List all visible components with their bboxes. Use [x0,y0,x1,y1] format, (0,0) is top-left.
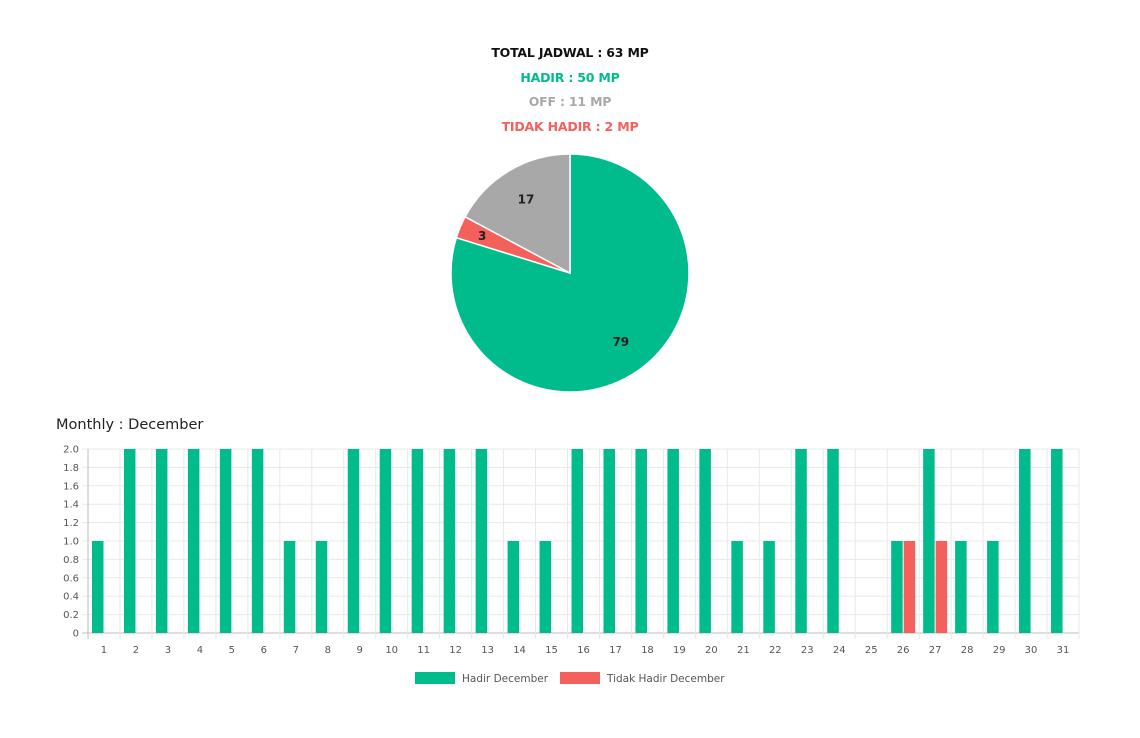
x-tick-label: 18 [641,645,654,656]
y-tick-label: 1.4 [63,500,79,511]
y-tick-label: 1.8 [63,463,79,474]
attendance-pie-chart: 79 3 17 [450,153,690,393]
bar-hadir-day-27 [923,449,935,633]
x-tick-label: 29 [993,645,1006,656]
bar-hadir-day-23 [795,449,807,633]
x-tick-label: 10 [385,645,398,656]
x-tick-label: 8 [325,645,331,656]
x-tick-label: 2 [133,645,139,656]
y-tick-label: 0.4 [63,592,79,603]
x-tick-label: 16 [577,645,590,656]
x-tick-label: 9 [357,645,363,656]
y-tick-label: 1.0 [63,537,79,548]
x-tick-label: 23 [801,645,814,656]
pie-slice-off [464,153,571,275]
x-tick-label: 20 [705,645,718,656]
x-tick-label: 17 [609,645,622,656]
x-tick-label: 12 [449,645,462,656]
y-tick-label: 0.8 [63,555,79,566]
pie-value-label: 17 [518,192,535,206]
pie-slice-hadir [450,153,690,393]
bar-hadir-day-29 [987,541,999,633]
x-tick-label: 3 [165,645,171,656]
bar-hadir-day-3 [155,449,168,633]
x-tick-label: 6 [261,645,267,656]
bar-hadir-day-21 [731,541,743,633]
bar-hadir-day-14 [507,541,520,633]
bar-hadir-day-22 [763,541,775,633]
bar-hadir-day-13 [475,449,488,633]
bar-hadir-day-1 [92,541,104,633]
bar-hadir-day-30 [1019,449,1031,633]
attendance-summary: TOTAL JADWAL : 63 MP HADIR : 50 MP OFF :… [0,44,1140,142]
bar-hadir-day-31 [1051,449,1063,633]
x-tick-label: 30 [1025,645,1038,656]
y-tick-label: 0 [73,629,79,640]
bar-hadir-day-2 [123,449,136,633]
bar-hadir-day-9 [347,449,360,633]
bar-hadir-day-8 [315,541,328,633]
x-tick-label: 11 [417,645,430,656]
bar-hadir-day-6 [251,449,264,633]
y-tick-label: 0.6 [63,573,79,584]
x-tick-label: 1 [101,645,107,656]
bar-hadir-day-17 [603,449,615,633]
y-tick-label: 1.2 [63,518,79,529]
pie-value-label: 79 [612,335,629,349]
x-tick-label: 5 [229,645,235,656]
bar-hadir-day-19 [667,449,679,633]
x-tick-label: 15 [545,645,558,656]
bar-hadir-day-20 [699,449,711,633]
y-tick-label: 0.2 [63,610,79,621]
off-count-label: OFF : 11 MP [528,94,612,109]
bar-tidak-hadir-day-27 [935,541,948,633]
x-tick-label: 24 [833,645,846,656]
bar-hadir-day-26 [891,541,903,633]
bar-hadir-day-10 [379,449,392,633]
bar-hadir-day-4 [187,449,200,633]
x-tick-label: 14 [513,645,526,656]
x-tick-label: 7 [293,645,299,656]
legend-label: Tidak Hadir December [606,673,725,685]
x-tick-label: 13 [481,645,494,656]
total-schedule-label: TOTAL JADWAL : 63 MP [491,45,649,60]
chart-legend: Hadir December Tidak Hadir December [415,672,725,685]
bar-hadir-day-18 [635,449,647,633]
bar-hadir-day-7 [283,541,296,633]
bar-hadir-day-15 [539,541,552,633]
bar-hadir-day-5 [219,449,232,633]
x-tick-label: 31 [1057,645,1070,656]
bar-hadir-day-11 [411,449,424,633]
monthly-chart-title: Monthly : December [56,417,204,433]
present-count-label: HADIR : 50 MP [520,69,620,85]
pie-value-label: 3 [478,229,486,243]
legend-swatch [560,672,600,684]
legend-label: Hadir December [462,673,549,685]
y-tick-label: 2.0 [63,445,79,456]
bar-hadir-day-12 [443,449,456,633]
x-tick-label: 26 [897,645,910,656]
x-tick-label: 25 [865,645,878,656]
y-tick-label: 1.6 [63,481,79,492]
bar-hadir-day-16 [571,449,584,633]
legend-swatch [415,672,455,684]
x-tick-label: 27 [929,645,942,656]
x-tick-label: 28 [961,645,974,656]
x-tick-label: 19 [673,645,686,656]
bar-tidak-hadir-day-26 [903,541,916,633]
bar-hadir-day-28 [955,541,967,633]
bar-hadir-day-24 [827,449,839,633]
x-tick-label: 4 [197,645,203,656]
x-tick-label: 22 [769,645,782,656]
absent-count-label: TIDAK HADIR : 2 MP [501,118,639,134]
x-tick-label: 21 [737,645,750,656]
